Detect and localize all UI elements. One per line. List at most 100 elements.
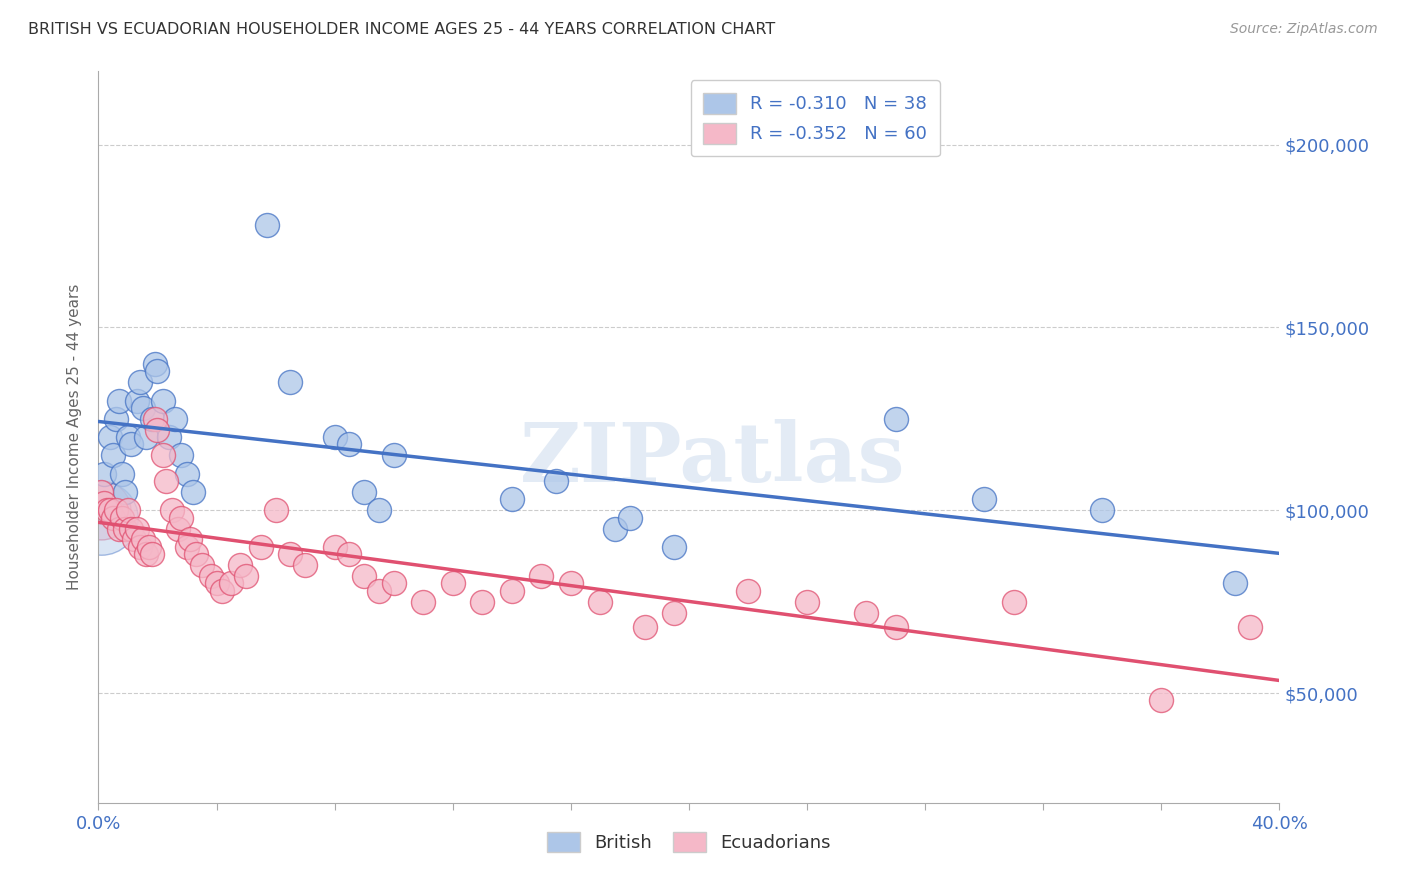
Point — [1239, 620, 1261, 634]
Point — [530, 569, 553, 583]
Point — [108, 393, 131, 408]
Point — [546, 474, 568, 488]
Point — [117, 430, 139, 444]
Point — [382, 448, 405, 462]
Point — [170, 448, 193, 462]
Point — [132, 401, 155, 415]
Point — [353, 484, 375, 499]
Point — [143, 411, 166, 425]
Y-axis label: Householder Income Ages 25 - 44 years: Householder Income Ages 25 - 44 years — [67, 284, 83, 591]
Text: ZIPatlas: ZIPatlas — [520, 419, 905, 499]
Point — [211, 583, 233, 598]
Point — [103, 448, 125, 462]
Point — [111, 467, 134, 481]
Point — [221, 576, 243, 591]
Point — [339, 547, 361, 561]
Point — [135, 547, 157, 561]
Point — [138, 540, 160, 554]
Point — [152, 393, 174, 408]
Point — [589, 594, 612, 608]
Point — [146, 364, 169, 378]
Point — [125, 393, 148, 408]
Point — [90, 484, 112, 499]
Point — [93, 467, 115, 481]
Point — [176, 467, 198, 481]
Point — [1002, 594, 1025, 608]
Point — [1150, 693, 1173, 707]
Point — [501, 583, 523, 598]
Point — [471, 594, 494, 608]
Point — [167, 521, 190, 535]
Point — [235, 569, 257, 583]
Point — [368, 583, 391, 598]
Point — [128, 375, 150, 389]
Point — [155, 474, 177, 488]
Point — [256, 218, 278, 232]
Point — [664, 540, 686, 554]
Point — [855, 606, 877, 620]
Point — [181, 484, 204, 499]
Point — [157, 430, 180, 444]
Point — [114, 484, 136, 499]
Point — [323, 540, 346, 554]
Point — [280, 375, 302, 389]
Point — [560, 576, 582, 591]
Point — [179, 533, 201, 547]
Legend: British, Ecuadorians: British, Ecuadorians — [540, 824, 838, 860]
Point — [98, 430, 121, 444]
Point — [884, 620, 907, 634]
Point — [619, 510, 641, 524]
Point — [141, 547, 163, 561]
Point — [382, 576, 405, 591]
Point — [205, 576, 228, 591]
Point — [323, 430, 346, 444]
Point — [250, 540, 273, 554]
Point — [191, 558, 214, 573]
Point — [796, 594, 818, 608]
Point — [93, 496, 115, 510]
Point — [973, 492, 995, 507]
Point — [90, 503, 112, 517]
Point — [105, 503, 128, 517]
Point — [368, 503, 391, 517]
Point — [162, 503, 183, 517]
Point — [98, 503, 121, 517]
Point — [128, 540, 150, 554]
Point — [96, 503, 118, 517]
Point — [111, 510, 134, 524]
Text: Source: ZipAtlas.com: Source: ZipAtlas.com — [1230, 22, 1378, 37]
Point — [143, 357, 166, 371]
Point — [120, 521, 142, 535]
Point — [176, 540, 198, 554]
Text: BRITISH VS ECUADORIAN HOUSEHOLDER INCOME AGES 25 - 44 YEARS CORRELATION CHART: BRITISH VS ECUADORIAN HOUSEHOLDER INCOME… — [28, 22, 775, 37]
Point — [105, 411, 128, 425]
Point — [264, 503, 287, 517]
Point — [634, 620, 657, 634]
Point — [605, 521, 627, 535]
Point — [280, 547, 302, 561]
Point — [114, 521, 136, 535]
Point — [132, 533, 155, 547]
Point — [184, 547, 207, 561]
Point — [117, 503, 139, 517]
Point — [152, 448, 174, 462]
Point — [108, 521, 131, 535]
Point — [125, 521, 148, 535]
Point — [353, 569, 375, 583]
Point — [501, 492, 523, 507]
Point — [737, 583, 759, 598]
Point — [294, 558, 316, 573]
Point — [141, 411, 163, 425]
Point — [90, 510, 112, 524]
Point — [339, 437, 361, 451]
Point — [1225, 576, 1247, 591]
Point — [170, 510, 193, 524]
Point — [103, 510, 125, 524]
Point — [1091, 503, 1114, 517]
Point — [229, 558, 252, 573]
Point — [884, 411, 907, 425]
Point — [412, 594, 434, 608]
Point — [135, 430, 157, 444]
Point — [441, 576, 464, 591]
Point — [146, 423, 169, 437]
